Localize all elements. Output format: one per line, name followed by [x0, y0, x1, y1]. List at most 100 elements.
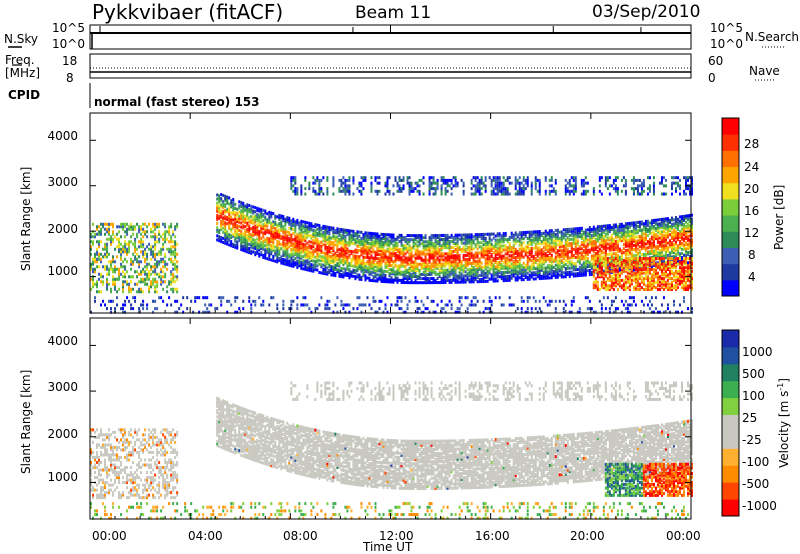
power-cell — [368, 260, 371, 264]
power-cell — [432, 258, 435, 262]
power-cell — [412, 240, 415, 244]
power-cell — [240, 235, 243, 239]
power-cell — [306, 266, 309, 270]
power-cell — [496, 192, 499, 196]
power-cell — [134, 255, 137, 259]
power-cell — [598, 247, 601, 251]
power-cell — [310, 244, 313, 248]
power-cell — [396, 296, 399, 300]
power-cell — [556, 263, 559, 267]
power-cell — [410, 189, 413, 193]
power-cell — [108, 299, 111, 303]
power-cell — [92, 222, 95, 226]
power-cell — [476, 235, 479, 239]
power-cell — [406, 176, 409, 180]
power-cell — [364, 262, 367, 266]
power-cell — [326, 299, 329, 303]
power-cell — [166, 262, 169, 266]
power-cell — [438, 242, 441, 246]
power-cell — [154, 280, 157, 284]
power-cell — [244, 243, 247, 247]
power-cell — [234, 202, 237, 206]
power-cell — [408, 270, 411, 274]
power-cell — [296, 192, 299, 196]
power-cell — [406, 258, 409, 262]
power-cell — [582, 230, 585, 234]
power-cell — [276, 250, 279, 254]
power-cell — [268, 251, 271, 255]
power-cell — [400, 258, 403, 262]
power-cell — [454, 260, 457, 264]
power-cell — [416, 307, 419, 311]
power-cell — [444, 240, 447, 244]
power-cell — [584, 238, 587, 242]
power-cell — [498, 178, 501, 182]
power-cell — [342, 303, 345, 307]
power-cell — [374, 232, 377, 236]
power-cell — [244, 225, 247, 229]
power-cell — [120, 252, 123, 256]
power-cell — [174, 247, 177, 251]
power-cell — [324, 227, 327, 231]
power-cell — [216, 215, 219, 219]
power-cell — [366, 256, 369, 260]
power-cell — [110, 242, 113, 246]
power-cell — [584, 263, 587, 267]
power-cell — [596, 268, 599, 271]
power-cell — [392, 272, 395, 276]
power-cell — [526, 176, 529, 180]
power-cell — [380, 253, 383, 257]
power-cell — [98, 242, 101, 246]
power-cell — [510, 276, 513, 280]
power-cell — [346, 261, 349, 265]
power-cell — [568, 242, 571, 246]
power-cell — [448, 272, 451, 276]
power-cell — [210, 303, 213, 307]
power-cell — [268, 255, 271, 259]
power-cell — [356, 256, 359, 260]
power-cell — [574, 227, 577, 231]
power-cell — [326, 256, 329, 260]
power-cell — [518, 239, 521, 243]
power-cell — [336, 235, 339, 239]
power-cell — [266, 222, 269, 226]
power-cell — [174, 265, 177, 269]
power-cell — [480, 178, 483, 182]
power-cell — [400, 235, 403, 239]
power-cell — [312, 265, 315, 269]
power-cell — [100, 257, 103, 261]
power-cell — [276, 223, 279, 227]
power-cell — [472, 268, 475, 272]
power-cell — [348, 249, 351, 253]
power-cell — [426, 264, 429, 268]
power-cell — [528, 296, 531, 300]
power-cell — [164, 237, 167, 241]
power-cell — [388, 247, 391, 251]
power-cell — [108, 232, 111, 236]
power-cell — [520, 181, 523, 185]
power-cell — [172, 240, 175, 244]
power-cell — [524, 310, 527, 314]
power-cell — [148, 270, 151, 274]
power-cell — [396, 278, 399, 282]
power-cell — [294, 257, 297, 261]
power-cell — [218, 214, 221, 218]
power-cell — [552, 241, 555, 245]
power-cell — [448, 250, 451, 254]
power-cell — [226, 201, 229, 205]
power-cell — [282, 249, 285, 253]
power-cell — [558, 267, 561, 271]
power-cell — [296, 187, 299, 191]
power-cell — [468, 303, 471, 307]
power-cell — [108, 260, 111, 264]
power-cell — [256, 212, 259, 216]
power-cell — [430, 277, 433, 281]
power-cell — [150, 280, 153, 284]
power-cell — [536, 258, 539, 262]
power-cell — [220, 199, 223, 203]
power-cell — [364, 245, 367, 249]
power-cell — [232, 218, 235, 222]
power-cell — [452, 235, 455, 239]
date-label: 03/Sep/2010 — [592, 2, 701, 22]
power-cell — [432, 310, 435, 314]
